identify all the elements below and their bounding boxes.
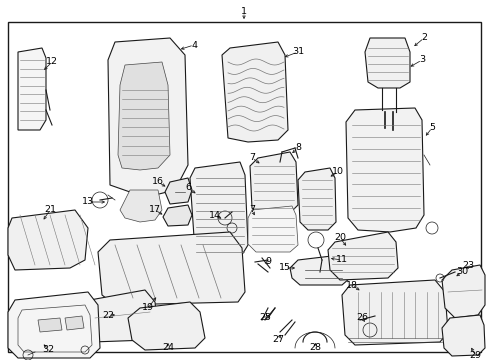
Text: 27: 27 [271,336,284,345]
Text: 25: 25 [259,314,270,323]
Polygon shape [163,205,192,226]
Polygon shape [8,210,88,270]
Text: 19: 19 [142,303,154,312]
Polygon shape [38,318,62,332]
Text: 29: 29 [468,351,480,360]
Polygon shape [441,265,484,318]
Text: 11: 11 [335,256,347,265]
Text: 14: 14 [208,211,221,220]
Text: 1: 1 [241,8,246,17]
Text: 3: 3 [418,55,424,64]
Text: 15: 15 [279,264,290,273]
Polygon shape [190,162,247,260]
Polygon shape [247,206,297,252]
Polygon shape [78,290,158,342]
Polygon shape [164,178,192,204]
Polygon shape [346,108,423,232]
Text: 28: 28 [308,343,320,352]
Polygon shape [118,62,170,170]
Text: 16: 16 [152,177,163,186]
Text: 2: 2 [420,33,426,42]
Polygon shape [18,48,46,130]
Polygon shape [120,190,162,222]
Text: 7: 7 [248,206,254,215]
Polygon shape [364,38,409,88]
Text: 23: 23 [461,261,473,270]
Text: 7: 7 [248,153,254,162]
Polygon shape [327,232,397,280]
Polygon shape [8,292,100,358]
Polygon shape [108,38,187,195]
Text: 32: 32 [42,346,54,355]
Polygon shape [98,232,244,305]
Text: 5: 5 [428,123,434,132]
Text: 12: 12 [46,58,58,67]
Text: 26: 26 [355,314,367,323]
Polygon shape [128,302,204,350]
Polygon shape [441,315,484,356]
Polygon shape [222,42,287,142]
Text: 4: 4 [191,40,197,49]
Text: 6: 6 [184,184,191,193]
Text: 30: 30 [455,267,467,276]
Text: 10: 10 [331,167,343,176]
Polygon shape [249,152,297,216]
Text: 22: 22 [102,310,114,320]
Text: 24: 24 [162,343,174,352]
Text: 31: 31 [291,48,304,57]
Text: 20: 20 [333,234,346,243]
Polygon shape [297,168,335,230]
Polygon shape [65,316,84,330]
Text: 9: 9 [264,257,270,266]
Text: 13: 13 [82,198,94,207]
Text: 21: 21 [44,206,56,215]
Text: 18: 18 [346,280,357,289]
Text: 8: 8 [294,144,301,153]
Polygon shape [289,255,349,285]
Polygon shape [341,280,447,345]
Text: 17: 17 [149,206,161,215]
